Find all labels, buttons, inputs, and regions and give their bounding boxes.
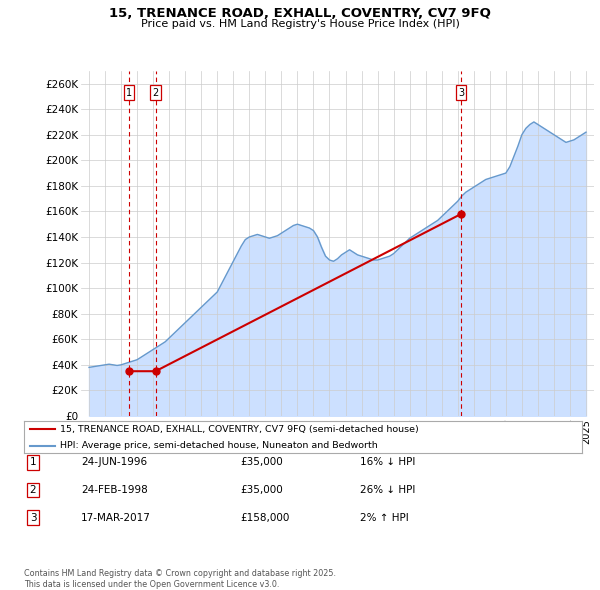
Text: Contains HM Land Registry data © Crown copyright and database right 2025.
This d: Contains HM Land Registry data © Crown c… — [24, 569, 336, 589]
Text: £35,000: £35,000 — [240, 485, 283, 495]
Text: 3: 3 — [458, 87, 464, 97]
Text: 15, TRENANCE ROAD, EXHALL, COVENTRY, CV7 9FQ: 15, TRENANCE ROAD, EXHALL, COVENTRY, CV7… — [109, 7, 491, 20]
Text: 1: 1 — [29, 457, 37, 467]
Text: 24-FEB-1998: 24-FEB-1998 — [81, 485, 148, 495]
Text: 16% ↓ HPI: 16% ↓ HPI — [360, 457, 415, 467]
Point — [457, 209, 466, 219]
Text: 17-MAR-2017: 17-MAR-2017 — [81, 513, 151, 523]
Text: 3: 3 — [29, 513, 37, 523]
Text: £158,000: £158,000 — [240, 513, 289, 523]
Text: 26% ↓ HPI: 26% ↓ HPI — [360, 485, 415, 495]
Text: 24-JUN-1996: 24-JUN-1996 — [81, 457, 147, 467]
Text: 2: 2 — [29, 485, 37, 495]
Text: 2: 2 — [152, 87, 158, 97]
Text: Price paid vs. HM Land Registry's House Price Index (HPI): Price paid vs. HM Land Registry's House … — [140, 19, 460, 30]
Text: 15, TRENANCE ROAD, EXHALL, COVENTRY, CV7 9FQ (semi-detached house): 15, TRENANCE ROAD, EXHALL, COVENTRY, CV7… — [60, 425, 419, 434]
Text: 2% ↑ HPI: 2% ↑ HPI — [360, 513, 409, 523]
Text: HPI: Average price, semi-detached house, Nuneaton and Bedworth: HPI: Average price, semi-detached house,… — [60, 441, 378, 450]
Point — [151, 366, 160, 376]
Text: 1: 1 — [126, 87, 132, 97]
Point — [124, 366, 134, 376]
Text: £35,000: £35,000 — [240, 457, 283, 467]
